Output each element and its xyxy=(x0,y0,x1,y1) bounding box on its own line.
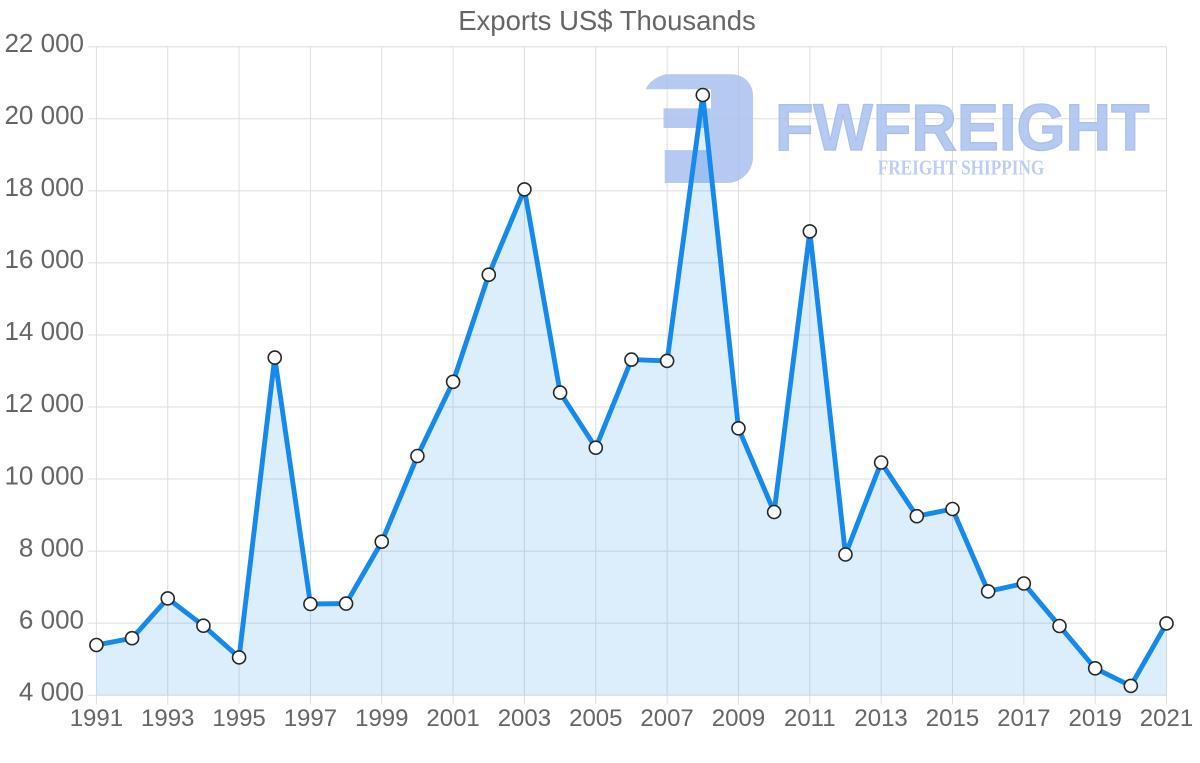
svg-text:2013: 2013 xyxy=(854,705,907,732)
svg-text:1995: 1995 xyxy=(212,705,265,732)
svg-text:6 000: 6 000 xyxy=(19,604,84,634)
svg-text:2015: 2015 xyxy=(926,705,979,732)
svg-text:8 000: 8 000 xyxy=(19,532,84,562)
svg-text:2005: 2005 xyxy=(569,705,622,732)
svg-text:22 000: 22 000 xyxy=(4,28,84,58)
svg-text:20 000: 20 000 xyxy=(4,100,84,130)
svg-text:1993: 1993 xyxy=(141,705,194,732)
svg-text:18 000: 18 000 xyxy=(4,172,84,202)
svg-text:4 000: 4 000 xyxy=(19,676,84,706)
svg-text:1999: 1999 xyxy=(355,705,408,732)
svg-text:1997: 1997 xyxy=(284,705,337,732)
svg-text:12 000: 12 000 xyxy=(4,388,84,418)
svg-text:2011: 2011 xyxy=(784,705,836,732)
svg-text:14 000: 14 000 xyxy=(4,316,84,346)
svg-text:2017: 2017 xyxy=(997,705,1050,732)
svg-text:Exports US$ Thousands: Exports US$ Thousands xyxy=(458,5,756,36)
svg-text:2003: 2003 xyxy=(498,705,551,732)
svg-text:16 000: 16 000 xyxy=(4,244,84,274)
svg-text:2021: 2021 xyxy=(1140,705,1193,732)
svg-text:2009: 2009 xyxy=(712,705,765,732)
svg-text:1991: 1991 xyxy=(70,705,123,732)
svg-text:FREIGHT SHIPPING: FREIGHT SHIPPING xyxy=(878,157,1045,180)
svg-text:2007: 2007 xyxy=(640,705,693,732)
svg-text:2001: 2001 xyxy=(426,705,479,732)
svg-text:2019: 2019 xyxy=(1069,705,1122,732)
svg-text:FWFREIGHT: FWFREIGHT xyxy=(775,91,1150,165)
svg-text:10 000: 10 000 xyxy=(4,460,84,490)
